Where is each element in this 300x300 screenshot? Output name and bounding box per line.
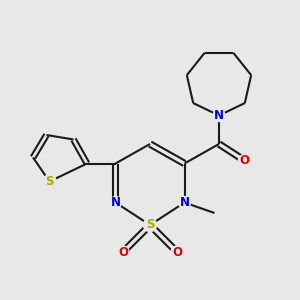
Text: N: N [179, 196, 190, 209]
Circle shape [110, 196, 122, 208]
Circle shape [43, 175, 56, 188]
Text: O: O [172, 245, 182, 259]
Text: O: O [118, 245, 128, 259]
Text: O: O [239, 154, 250, 167]
Circle shape [178, 196, 190, 208]
Circle shape [238, 154, 250, 166]
Text: N: N [110, 196, 121, 209]
Circle shape [117, 246, 129, 258]
Text: N: N [214, 109, 224, 122]
Circle shape [213, 110, 225, 122]
Text: S: S [45, 175, 54, 188]
Text: S: S [146, 218, 154, 232]
Circle shape [171, 246, 183, 258]
Circle shape [143, 218, 157, 232]
